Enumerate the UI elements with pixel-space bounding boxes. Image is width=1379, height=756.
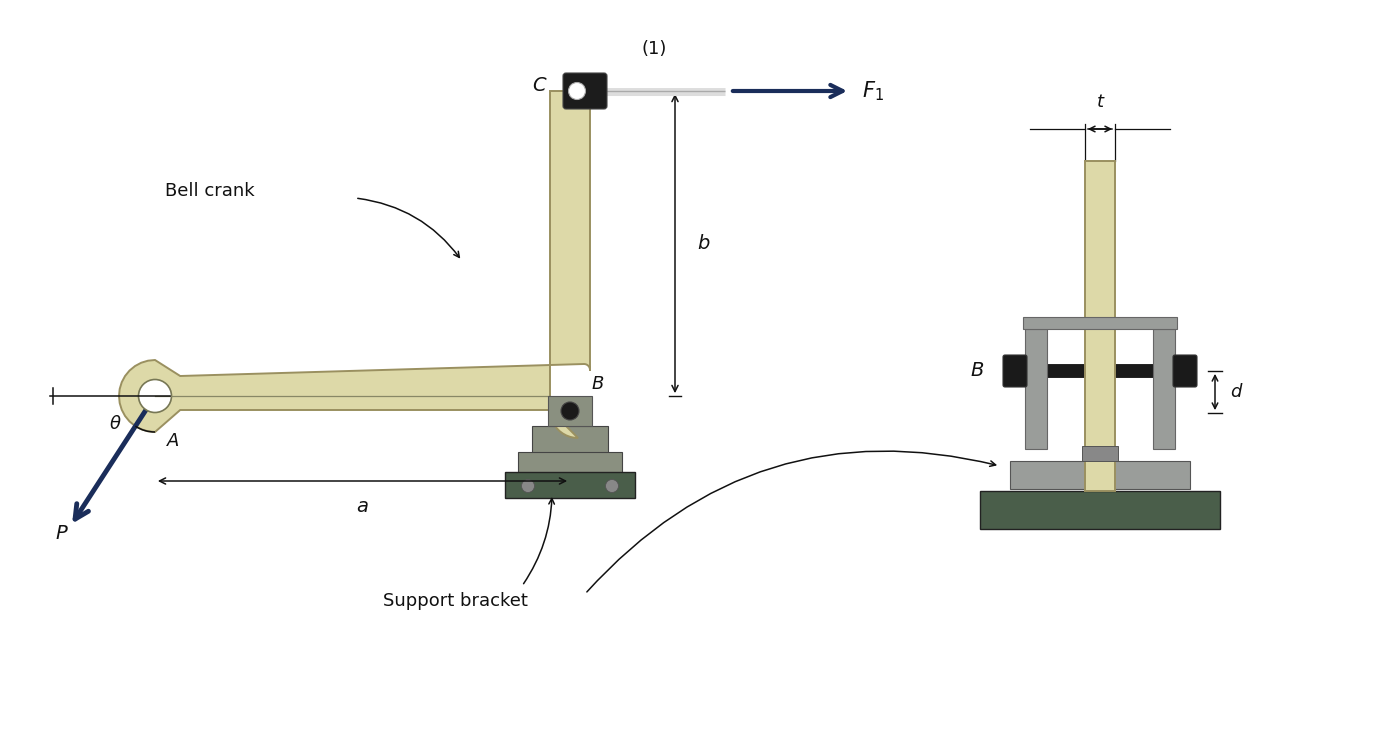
- FancyBboxPatch shape: [1009, 461, 1190, 489]
- FancyBboxPatch shape: [980, 491, 1220, 529]
- FancyBboxPatch shape: [1174, 355, 1197, 387]
- FancyBboxPatch shape: [1003, 355, 1027, 387]
- FancyBboxPatch shape: [1085, 161, 1116, 491]
- Text: (1): (1): [641, 40, 667, 58]
- Text: $\theta$: $\theta$: [109, 415, 121, 433]
- FancyBboxPatch shape: [519, 452, 622, 474]
- FancyBboxPatch shape: [547, 396, 592, 426]
- Text: $F_1$: $F_1$: [862, 79, 884, 103]
- Text: C: C: [532, 76, 546, 95]
- Circle shape: [568, 82, 586, 100]
- Circle shape: [561, 402, 579, 420]
- Circle shape: [138, 380, 171, 413]
- Text: Support bracket: Support bracket: [382, 592, 527, 610]
- FancyBboxPatch shape: [1025, 329, 1047, 449]
- Circle shape: [605, 479, 619, 492]
- FancyBboxPatch shape: [505, 472, 634, 498]
- FancyBboxPatch shape: [1083, 446, 1118, 461]
- Text: t: t: [1096, 93, 1103, 111]
- FancyBboxPatch shape: [532, 426, 608, 454]
- FancyBboxPatch shape: [1023, 317, 1178, 329]
- Text: P: P: [55, 525, 68, 544]
- FancyBboxPatch shape: [563, 73, 607, 109]
- Text: d: d: [1230, 383, 1241, 401]
- Circle shape: [521, 479, 535, 492]
- Text: B: B: [592, 375, 604, 393]
- Text: a: a: [357, 497, 368, 516]
- Polygon shape: [119, 91, 590, 438]
- FancyBboxPatch shape: [1153, 329, 1175, 449]
- Text: Bell crank: Bell crank: [165, 182, 255, 200]
- Text: A: A: [167, 432, 179, 450]
- Text: b: b: [696, 234, 709, 253]
- Text: B: B: [969, 361, 983, 380]
